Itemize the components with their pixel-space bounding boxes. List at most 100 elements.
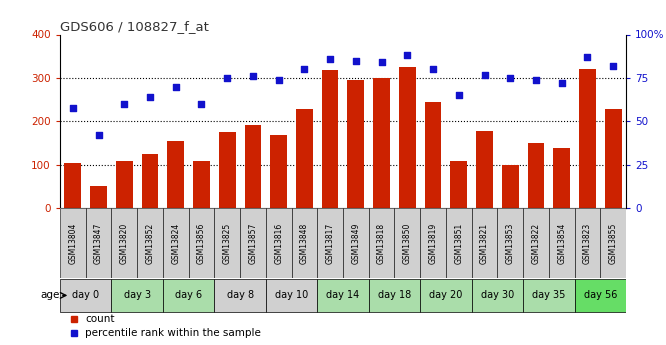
Text: GSM13851: GSM13851 (454, 223, 464, 264)
Bar (167, 141, 184, 208)
Bar (575, 279, 626, 312)
Point (93, 132, 104, 138)
Point (505, 75, 515, 81)
Bar (266, 208, 292, 278)
Bar (450, 161, 467, 208)
Point (119, 101, 130, 107)
Bar (111, 279, 163, 312)
Bar (605, 109, 621, 208)
Text: count: count (85, 314, 115, 324)
Bar (523, 279, 575, 312)
Text: percentile rank within the sample: percentile rank within the sample (85, 328, 261, 338)
Bar (549, 208, 575, 278)
Bar (369, 279, 420, 312)
Bar (317, 279, 369, 312)
Bar (111, 208, 137, 278)
Point (376, 60, 387, 65)
Bar (425, 102, 442, 208)
Text: day 14: day 14 (326, 290, 360, 300)
Bar (163, 208, 188, 278)
Bar (575, 208, 600, 278)
Bar (292, 208, 317, 278)
Text: day 6: day 6 (175, 290, 202, 300)
Point (556, 80, 567, 86)
Text: day 8: day 8 (226, 290, 254, 300)
Text: GSM13847: GSM13847 (94, 223, 103, 264)
Bar (322, 70, 338, 208)
Bar (527, 143, 544, 208)
Text: GSM13823: GSM13823 (583, 223, 592, 264)
Text: GDS606 / 108827_f_at: GDS606 / 108827_f_at (60, 20, 209, 33)
Bar (420, 208, 446, 278)
Bar (420, 279, 472, 312)
Bar (317, 208, 343, 278)
Bar (472, 279, 523, 312)
Bar (373, 78, 390, 208)
Text: GSM13824: GSM13824 (171, 223, 180, 264)
Bar (188, 208, 214, 278)
Bar (523, 208, 549, 278)
Text: GSM13852: GSM13852 (145, 223, 155, 264)
Text: day 3: day 3 (124, 290, 151, 300)
Bar (214, 279, 266, 312)
Text: GSM13850: GSM13850 (403, 223, 412, 264)
Point (325, 56, 336, 62)
Text: GSM13821: GSM13821 (480, 223, 489, 264)
Text: age: age (41, 290, 60, 300)
Bar (163, 279, 214, 312)
Point (454, 92, 464, 98)
Bar (343, 208, 369, 278)
Point (582, 55, 593, 60)
Bar (553, 148, 570, 208)
Point (248, 73, 258, 79)
Point (608, 63, 619, 69)
Text: GSM13853: GSM13853 (505, 223, 515, 264)
Text: GSM13822: GSM13822 (531, 223, 541, 264)
Bar (498, 208, 523, 278)
Bar (472, 208, 498, 278)
Text: GSM13818: GSM13818 (377, 223, 386, 264)
Text: GSM13817: GSM13817 (326, 223, 334, 264)
Point (145, 94, 155, 100)
Bar (244, 125, 261, 208)
Text: GSM13820: GSM13820 (120, 223, 129, 264)
Bar (369, 208, 394, 278)
Point (531, 77, 541, 82)
Bar (600, 208, 626, 278)
Text: GSM13856: GSM13856 (197, 223, 206, 264)
Bar (296, 109, 313, 208)
Bar (142, 154, 159, 208)
Text: GSM13819: GSM13819 (428, 223, 438, 264)
Point (170, 84, 181, 89)
Point (402, 52, 413, 58)
Bar (219, 132, 236, 208)
Point (67, 105, 78, 110)
Text: GSM13849: GSM13849 (352, 223, 360, 264)
Text: GSM13825: GSM13825 (222, 223, 232, 264)
Point (479, 72, 490, 77)
Text: GSM13857: GSM13857 (248, 223, 258, 264)
Point (196, 101, 206, 107)
Point (273, 77, 284, 82)
Bar (446, 208, 472, 278)
Text: day 10: day 10 (275, 290, 308, 300)
Bar (394, 208, 420, 278)
Point (350, 58, 361, 63)
Bar (240, 208, 266, 278)
Bar (86, 208, 111, 278)
Text: day 35: day 35 (532, 290, 565, 300)
Bar (60, 208, 86, 278)
Bar (399, 67, 416, 208)
Bar (476, 131, 493, 208)
Text: day 30: day 30 (481, 290, 514, 300)
Bar (193, 161, 210, 208)
Bar (214, 208, 240, 278)
Text: GSM13854: GSM13854 (557, 223, 566, 264)
Bar (266, 279, 317, 312)
Bar (116, 161, 133, 208)
Text: day 0: day 0 (72, 290, 99, 300)
Point (299, 67, 310, 72)
Point (222, 75, 232, 81)
Bar (502, 165, 519, 208)
Text: GSM13816: GSM13816 (274, 223, 283, 264)
